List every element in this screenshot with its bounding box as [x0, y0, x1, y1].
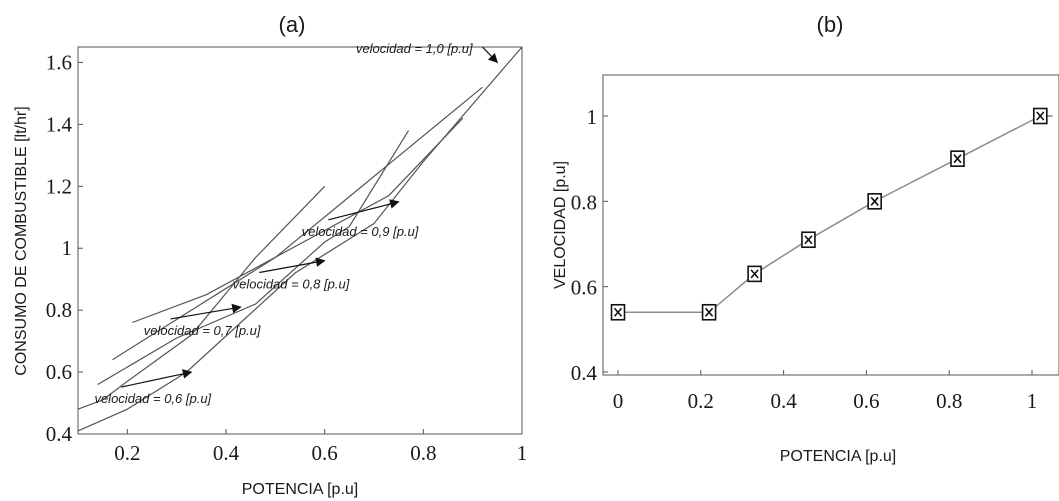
panel-a-annotation-arrow	[170, 303, 242, 320]
panel-b-x-ticks: 0 0.2 0.4 0.6 0.8 1	[613, 370, 1038, 413]
panel-a-x-axis-label: POTENCIA [p.u]	[242, 481, 358, 498]
panel-a-annotation-arrow	[482, 46, 498, 64]
panel-a-y-tick-label: 1	[62, 236, 73, 260]
panel-b-x-axis-label: POTENCIA [p.u]	[780, 448, 896, 465]
panel-a-series-line-1	[77, 185, 326, 410]
panel-b-y-tick-label: 1	[587, 105, 598, 129]
panel-b-data-marker	[867, 193, 882, 210]
panel-b-x-tick-label: 1	[1027, 389, 1038, 413]
panel-b-series	[618, 115, 1053, 314]
panel-a-series	[77, 46, 523, 432]
panel-a-y-tick-label: 0.6	[46, 360, 72, 384]
panel-b-plot-frame	[602, 74, 1059, 376]
panel-a-x-tick-label: 0.8	[410, 441, 436, 465]
panel-b-data-marker	[747, 265, 762, 283]
panel-b-y-tick-label: 0.6	[571, 276, 597, 300]
panel-b: (b) 0 0.2 0.4 0.6 0.8 1 0.4 0.6 0.8 1 POTENCIA […	[552, 12, 1059, 465]
panel-b-data-marker	[701, 303, 717, 321]
panel-b-data-marker	[950, 150, 965, 167]
panel-a-y-tick-label: 0.4	[46, 422, 73, 446]
panel-a-annotation-label: velocidad = 1,0 [p.u]	[356, 41, 473, 56]
panel-b-series-line	[618, 115, 1053, 314]
panel-a-y-tick-label: 1.6	[46, 50, 72, 74]
panel-a-plot-frame	[77, 46, 523, 435]
panel-a-y-tick-label: 1.2	[46, 174, 72, 198]
panel-a-series-line-2	[97, 130, 410, 386]
panel-b-label: (b)	[817, 12, 844, 37]
panel-a-annotations: velocidad = 1,0 [p.u] velocidad = 0,9 [p.…	[94, 41, 498, 406]
panel-b-y-axis-label: VELOCIDAD [p.u]	[552, 161, 569, 289]
panel-a-series-line-3	[112, 86, 483, 361]
panel-b-data-marker	[610, 303, 626, 321]
panel-b-x-tick-label: 0.8	[936, 389, 962, 413]
panel-a-x-tick-label: 0.6	[312, 441, 338, 465]
panel-a-annotation-label: velocidad = 0,8 [p.u]	[233, 276, 350, 291]
panel-b-data-marker	[1032, 107, 1048, 125]
panel-b-y-ticks: 0.4 0.6 0.8 1	[571, 105, 608, 385]
panel-a-x-tick-label: 1	[517, 441, 528, 465]
panel-b-data-marker	[801, 231, 816, 249]
panel-b-markers	[610, 107, 1048, 321]
panel-a-annotation-label: velocidad = 0,9 [p.u]	[302, 224, 419, 239]
panel-a-annotation-arrow	[121, 369, 193, 388]
panel-a-x-tick-label: 0.4	[213, 441, 240, 465]
panel-b-y-tick-label: 0.4	[571, 361, 598, 385]
panel-a-annotation-arrow	[328, 199, 400, 221]
panel-a-x-ticks: 0.2 0.4 0.6 0.8 1	[114, 429, 527, 465]
panel-a: (a) 0.2 0.4 0.6 0.8 1 0.4 0.6 0.8 1 1.2 1.4 1.6 ve…	[13, 12, 527, 498]
panel-a-y-axis-label: CONSUMO DE COMBUSTIBLE [lt/hr]	[13, 106, 30, 375]
panel-a-y-ticks: 0.4 0.6 0.8 1 1.2 1.4 1.6	[46, 50, 83, 446]
panel-b-x-tick-label: 0.6	[853, 389, 879, 413]
panel-a-series-line-5	[77, 46, 523, 432]
panel-b-x-tick-label: 0.2	[688, 389, 714, 413]
panel-b-x-tick-label: 0.4	[770, 389, 797, 413]
panel-a-y-tick-label: 0.8	[46, 298, 72, 322]
panel-b-y-tick-label: 0.8	[571, 190, 597, 214]
panel-a-annotation-label: velocidad = 0,7 [p.u]	[144, 323, 261, 338]
panel-a-annotation-label: velocidad = 0,6 [p.u]	[94, 391, 211, 406]
panel-a-annotation-arrow	[259, 257, 326, 274]
panel-a-x-tick-label: 0.2	[114, 441, 140, 465]
panel-a-label: (a)	[279, 12, 306, 37]
panel-a-y-tick-label: 1.4	[46, 112, 73, 136]
panel-b-x-tick-label: 0	[613, 389, 624, 413]
panel-a-series-line-4	[132, 117, 464, 324]
